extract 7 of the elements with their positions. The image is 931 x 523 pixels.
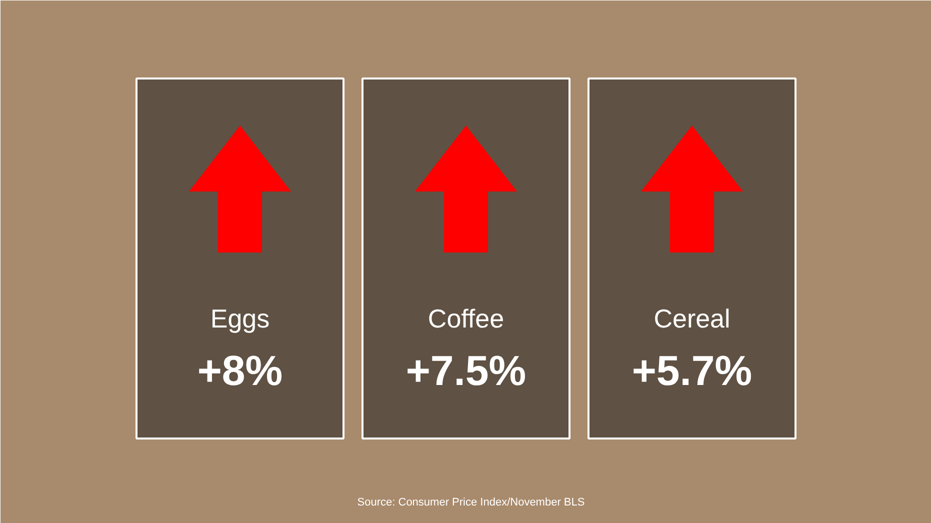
data-label: +8% xyxy=(197,347,283,394)
data-label: +5.7% xyxy=(632,347,752,394)
category-label: Eggs xyxy=(210,304,270,334)
category-label: Coffee xyxy=(428,304,504,334)
category-label: Cereal xyxy=(654,304,730,334)
source-note: Source: Consumer Price Index/November BLS xyxy=(357,496,585,508)
data-label: +7.5% xyxy=(406,347,526,394)
